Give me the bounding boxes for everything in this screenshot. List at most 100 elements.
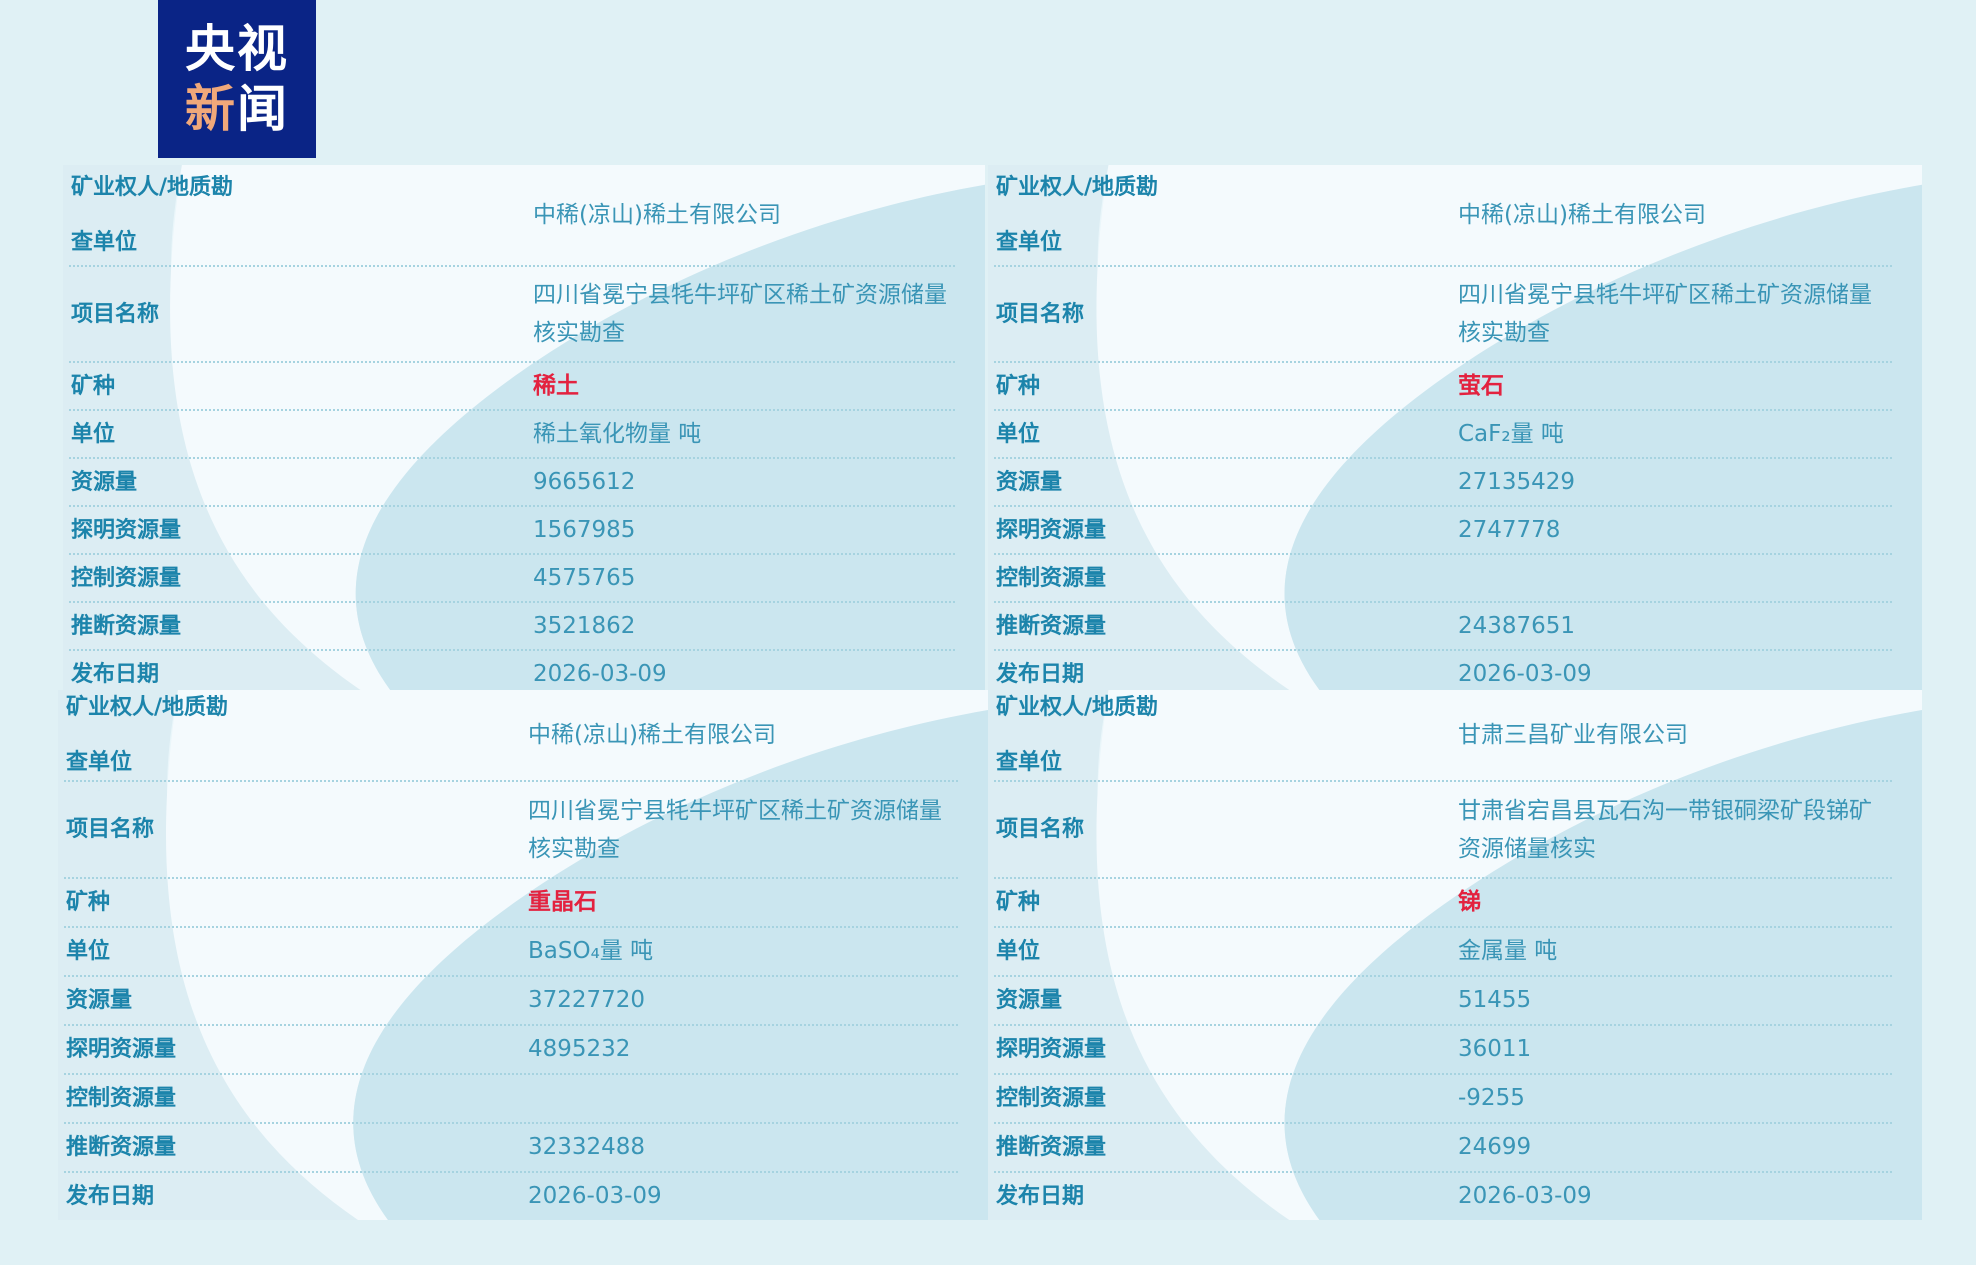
row-resource-amount: 资源量 37227720: [64, 977, 958, 1026]
label-publish-date: 发布日期: [996, 661, 1085, 687]
value-proven-amount: 1567985: [533, 516, 636, 543]
row-mineral-type: 矿种 重晶石: [64, 879, 958, 928]
row-controlled-amount: 控制资源量 -9255: [994, 1075, 1892, 1124]
row-owner: 矿业权人/地质勘 查单位 甘肃三昌矿业有限公司: [994, 690, 1892, 782]
row-project-name: 项目名称 甘肃省宕昌县瓦石沟一带银硐梁矿段锑矿资源储量核实: [994, 782, 1892, 879]
value-owner: 甘肃三昌矿业有限公司: [1458, 721, 1688, 748]
row-controlled-amount: 控制资源量: [994, 555, 1892, 603]
row-proven-amount: 探明资源量 2747778: [994, 507, 1892, 555]
label-line: 矿业权人/地质勘: [996, 175, 1159, 200]
label-proven-amount: 探明资源量: [71, 517, 182, 543]
value-unit: BaSO₄量 吨: [528, 938, 654, 964]
value-publish-date: 2026-03-09: [1458, 1183, 1592, 1209]
row-inferred-amount: 推断资源量 24387651: [994, 603, 1892, 651]
label-inferred-amount: 推断资源量: [66, 1135, 177, 1160]
label-unit: 单位: [71, 421, 116, 447]
value-project-name: 四川省冕宁县牦牛坪矿区稀土矿资源储量核实勘查: [533, 282, 947, 346]
cctv-news-logo: 央视 新闻: [158, 0, 316, 158]
value-inferred-amount: 32332488: [528, 1134, 646, 1160]
label-resource-amount: 资源量: [66, 988, 133, 1013]
label-inferred-amount: 推断资源量: [996, 613, 1107, 639]
value-owner: 中稀(凉山)稀土有限公司: [1458, 201, 1706, 228]
value-resource-amount: 37227720: [528, 987, 646, 1013]
label-line: 矿业权人/地质勘: [71, 175, 234, 200]
logo-line-2: 新闻: [185, 79, 289, 139]
label-line: 查单位: [66, 750, 133, 775]
label-unit: 单位: [66, 939, 111, 964]
mine-info-panel-4: 矿业权人/地质勘 查单位 甘肃三昌矿业有限公司项目名称 甘肃省宕昌县瓦石沟一带银硐梁矿…: [988, 690, 1922, 1220]
value-unit: 金属量 吨: [1458, 938, 1558, 964]
decorative-background: [63, 165, 985, 690]
row-controlled-amount: 控制资源量 4575765: [69, 555, 955, 603]
row-publish-date: 发布日期 2026-03-09: [994, 1173, 1892, 1220]
value-mineral-type: 萤石: [1458, 372, 1504, 399]
value-unit: 稀土氧化物量 吨: [533, 420, 702, 447]
row-project-name: 项目名称 四川省冕宁县牦牛坪矿区稀土矿资源储量核实勘查: [64, 782, 958, 879]
value-controlled-amount: 4575765: [533, 564, 636, 591]
row-publish-date: 发布日期 2026-03-09: [69, 651, 955, 690]
label-inferred-amount: 推断资源量: [71, 613, 182, 639]
value-unit: CaF₂量 吨: [1458, 420, 1564, 447]
row-controlled-amount: 控制资源量: [64, 1075, 958, 1124]
label-resource-amount: 资源量: [71, 469, 138, 495]
row-unit: 单位 金属量 吨: [994, 928, 1892, 977]
row-publish-date: 发布日期 2026-03-09: [994, 651, 1892, 690]
value-owner: 中稀(凉山)稀土有限公司: [533, 201, 781, 228]
label-mineral-type: 矿种: [71, 373, 116, 399]
value-resource-amount: 51455: [1458, 987, 1532, 1013]
row-mineral-type: 矿种 稀土: [69, 363, 955, 411]
label-owner: 矿业权人/地质勘 查单位: [994, 690, 1458, 786]
label-line: 查单位: [71, 230, 138, 255]
label-unit: 单位: [996, 421, 1041, 447]
value-mineral-type: 锑: [1458, 889, 1481, 915]
row-owner: 矿业权人/地质勘 查单位 中稀(凉山)稀土有限公司: [64, 690, 958, 782]
label-inferred-amount: 推断资源量: [996, 1135, 1107, 1160]
value-inferred-amount: 24387651: [1458, 612, 1576, 639]
label-unit: 单位: [996, 939, 1041, 964]
label-controlled-amount: 控制资源量: [996, 1086, 1107, 1111]
row-resource-amount: 资源量 9665612: [69, 459, 955, 507]
row-resource-amount: 资源量 27135429: [994, 459, 1892, 507]
decorative-background: [988, 690, 1922, 1220]
row-inferred-amount: 推断资源量 32332488: [64, 1124, 958, 1173]
row-resource-amount: 资源量 51455: [994, 977, 1892, 1026]
logo-char: 新: [185, 80, 237, 138]
mine-info-panel-3: 矿业权人/地质勘 查单位 中稀(凉山)稀土有限公司 项目名称 四川省冕宁县牦牛坪矿区稀土…: [58, 690, 988, 1220]
label-line: 查单位: [996, 230, 1063, 255]
label-controlled-amount: 控制资源量: [66, 1086, 177, 1111]
label-proven-amount: 探明资源量: [996, 517, 1107, 543]
value-proven-amount: 36011: [1458, 1036, 1532, 1062]
label-publish-date: 发布日期: [66, 1184, 155, 1209]
row-mineral-type: 矿种 萤石: [994, 363, 1892, 411]
row-owner: 矿业权人/地质勘 查单位 中稀(凉山)稀土有限公司: [69, 165, 955, 267]
row-project-name: 项目名称 四川省冕宁县牦牛坪矿区稀土矿资源储量核实勘查: [994, 267, 1892, 363]
value-project-name: 四川省冕宁县牦牛坪矿区稀土矿资源储量核实勘查: [528, 797, 942, 862]
label-project-name: 项目名称: [66, 817, 155, 842]
value-owner: 中稀(凉山)稀土有限公司: [528, 721, 776, 748]
label-project-name: 项目名称: [71, 301, 160, 327]
row-project-name: 项目名称 四川省冕宁县牦牛坪矿区稀土矿资源储量核实勘查: [69, 267, 955, 363]
value-controlled-amount: -9255: [1458, 1085, 1525, 1111]
mine-info-panel-1: 矿业权人/地质勘 查单位 中稀(凉山)稀土有限公司项目名称 四川省冕宁县牦牛坪矿区稀土…: [63, 165, 985, 690]
value-mineral-type: 重晶石: [528, 889, 597, 915]
label-project-name: 项目名称: [996, 817, 1085, 842]
value-publish-date: 2026-03-09: [1458, 660, 1592, 687]
label-publish-date: 发布日期: [996, 1184, 1085, 1209]
row-unit: 单位 稀土氧化物量 吨: [69, 411, 955, 459]
row-publish-date: 发布日期 2026-03-09: [64, 1173, 958, 1220]
label-resource-amount: 资源量: [996, 469, 1063, 495]
decorative-background: [58, 690, 988, 1220]
logo-char: 闻: [237, 80, 289, 138]
label-controlled-amount: 控制资源量: [71, 565, 182, 591]
value-mineral-type: 稀土: [533, 372, 579, 399]
value-project-name: 甘肃省宕昌县瓦石沟一带银硐梁矿段锑矿资源储量核实: [1458, 797, 1872, 862]
mine-info-panel-2: 矿业权人/地质勘 查单位 中稀(凉山)稀土有限公司项目名称 四川省冕宁县牦牛坪矿区稀土…: [988, 165, 1922, 690]
row-proven-amount: 探明资源量 36011: [994, 1026, 1892, 1075]
row-inferred-amount: 推断资源量 24699: [994, 1124, 1892, 1173]
value-publish-date: 2026-03-09: [533, 660, 667, 687]
value-proven-amount: 4895232: [528, 1036, 631, 1062]
label-proven-amount: 探明资源量: [996, 1037, 1107, 1062]
label-resource-amount: 资源量: [996, 988, 1063, 1013]
value-proven-amount: 2747778: [1458, 516, 1561, 543]
label-line: 查单位: [996, 750, 1063, 775]
